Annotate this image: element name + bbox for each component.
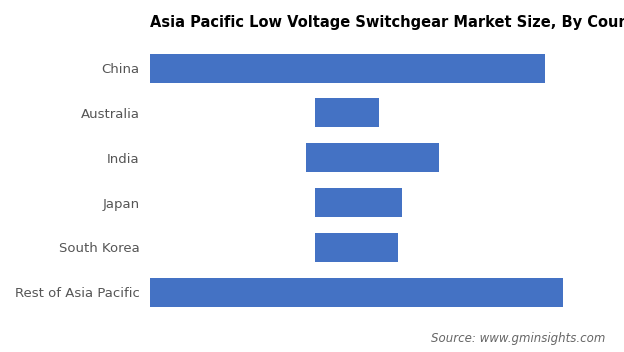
Text: Source: www.gminsights.com: Source: www.gminsights.com <box>431 332 605 345</box>
Bar <box>315 188 402 217</box>
Bar <box>306 143 439 172</box>
Bar <box>315 98 379 127</box>
Text: Asia Pacific Low Voltage Switchgear Market Size, By Country, 2030 (USD Million): Asia Pacific Low Voltage Switchgear Mark… <box>150 15 624 30</box>
Bar <box>150 278 563 307</box>
Bar <box>315 233 397 262</box>
Bar <box>150 54 545 83</box>
